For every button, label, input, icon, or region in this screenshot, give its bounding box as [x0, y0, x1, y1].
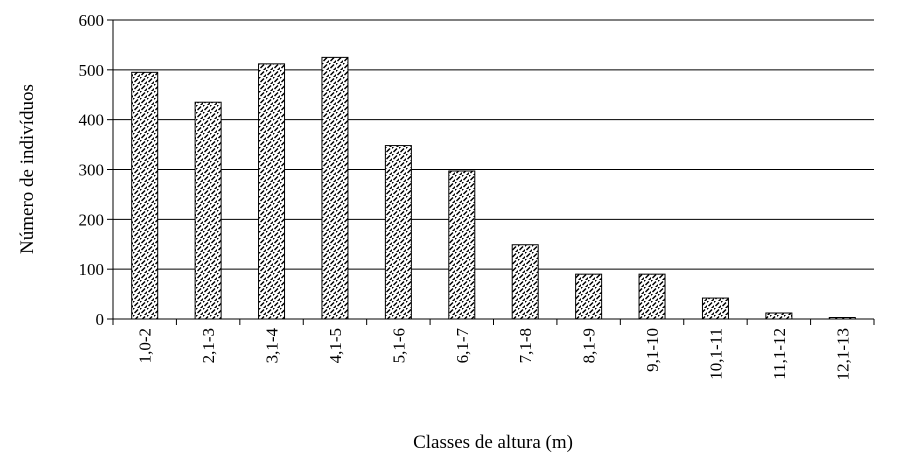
x-tick-label: 1,0-2	[136, 328, 155, 363]
bar	[131, 71, 159, 320]
bar	[384, 145, 412, 320]
x-tick-label: 9,1-10	[643, 328, 662, 372]
bar	[638, 273, 666, 320]
bar	[448, 170, 476, 320]
x-tick-label: 10,1-11	[706, 328, 725, 380]
x-tick-label: 11,1-12	[770, 328, 789, 380]
x-tick-label: 2,1-3	[199, 328, 218, 363]
y-ticks: 0 100 200 300 400 500 600	[79, 11, 113, 329]
x-axis-title: Classes de altura (m)	[413, 432, 573, 453]
bar	[321, 56, 349, 320]
bar	[258, 63, 286, 320]
gridlines	[113, 19, 874, 270]
x-tick-label: 8,1-9	[580, 328, 599, 363]
y-axis-title: Número de indivíduos	[17, 84, 38, 254]
bar	[194, 101, 222, 320]
bar	[511, 244, 539, 320]
y-tick-label: 500	[79, 61, 105, 80]
x-tick-label: 3,1-4	[263, 328, 282, 364]
bars	[131, 56, 856, 320]
bar	[765, 312, 793, 320]
x-tick-label: 7,1-8	[516, 328, 535, 363]
y-tick-label: 400	[79, 111, 105, 130]
bar	[701, 297, 729, 320]
y-tick-label: 600	[79, 11, 105, 30]
y-tick-label: 300	[79, 161, 105, 180]
x-tick-label: 12,1-13	[833, 328, 852, 380]
y-tick-label: 0	[96, 310, 105, 329]
x-tick-label: 5,1-6	[389, 328, 408, 363]
y-tick-label: 100	[79, 260, 105, 279]
bar	[575, 273, 603, 320]
y-tick-label: 200	[79, 210, 105, 229]
x-tick-label: 6,1-7	[453, 328, 472, 364]
x-tick-label: 4,1-5	[326, 328, 345, 363]
x-ticks: 1,0-2 2,1-3 3,1-4 4,1-5 5,1-6 6,1-7 7,1-8 8,1-9…	[112, 319, 875, 380]
